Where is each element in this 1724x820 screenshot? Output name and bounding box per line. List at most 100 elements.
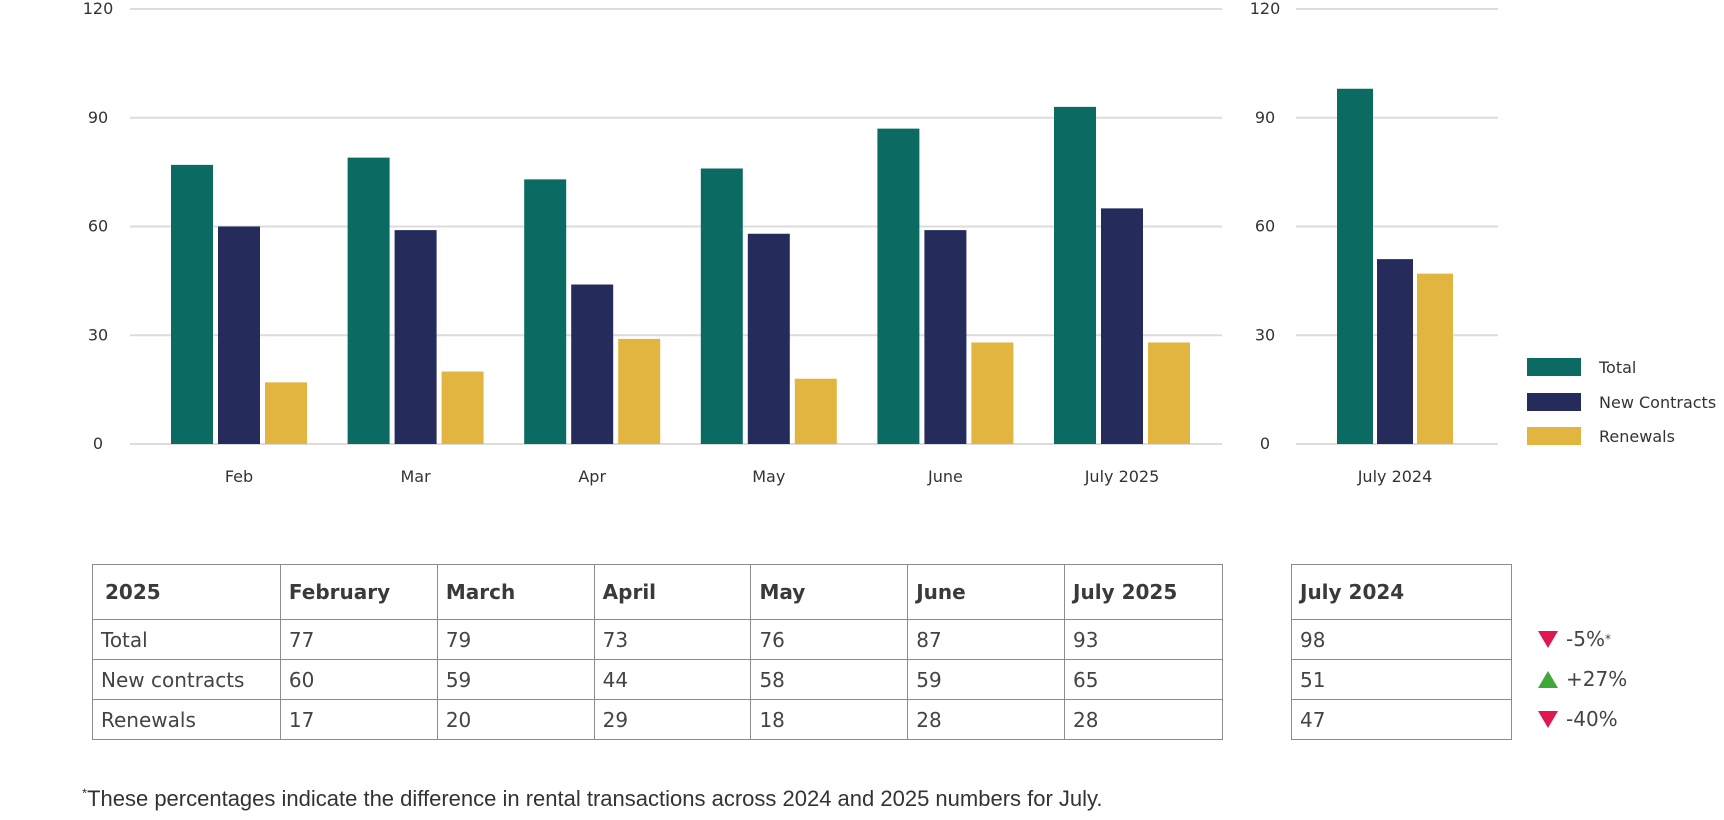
down-arrow-icon [1538, 710, 1558, 728]
legend-swatch [1527, 427, 1581, 445]
table-row: 47 [1291, 699, 1512, 740]
table-cell: 59 [907, 659, 1066, 700]
y-tick-label: 120 [1250, 0, 1281, 18]
bar-renewals [794, 378, 837, 444]
table-cell: 47 [1291, 699, 1512, 740]
change-item: -40% [1538, 699, 1708, 739]
x-tick-label: June [927, 467, 963, 486]
x-tick-label: Apr [578, 467, 606, 486]
row-label: New contracts [92, 659, 281, 700]
legend-label: New Contracts [1599, 393, 1716, 412]
bar-new-contracts [1101, 208, 1143, 444]
legend-swatch [1527, 393, 1581, 411]
up-arrow-icon [1538, 670, 1558, 688]
y-tick-label: 30 [88, 325, 108, 344]
bar-renewals [618, 338, 661, 444]
x-tick-label: May [752, 467, 785, 486]
table-row: Renewals 17 20 29 18 28 28 [92, 699, 1223, 740]
row-label: Renewals [92, 699, 281, 740]
bar-total [1054, 106, 1096, 444]
monthly-data-table: 2025 February March April May June July … [92, 564, 1223, 740]
chart-canvas: 0 30 60 90 120 Feb Mar Apr May June July 2025 0 30 60… [83, 0, 1716, 486]
table-header-cell: July 2025 [1064, 564, 1223, 620]
x-tick-label: Feb [225, 467, 253, 486]
bar-total [524, 179, 567, 444]
x-tick-label: July 2025 [1084, 467, 1160, 486]
y-tick-label: 60 [88, 217, 108, 236]
legend-swatch [1527, 358, 1581, 376]
table-header-cell: April [593, 564, 752, 620]
y-tick-label: 0 [93, 434, 103, 453]
table-cell: 93 [1064, 619, 1223, 660]
x-tick-label: July 2024 [1357, 467, 1433, 486]
table-header-row: July 2024 [1291, 564, 1512, 620]
bar-total [877, 128, 920, 444]
table-header-cell: July 2024 [1291, 564, 1512, 620]
table-row: 98 [1291, 619, 1512, 660]
y-tick-label: 0 [1260, 434, 1270, 453]
table-cell: 65 [1064, 659, 1223, 700]
bar-new-contracts [394, 230, 437, 444]
table-cell: 17 [279, 699, 438, 740]
change-indicators: -5% * +27% -40% [1538, 619, 1708, 739]
table-header-row: 2025 February March April May June July … [92, 564, 1223, 620]
bar-renewals [265, 382, 307, 444]
table-cell: 44 [593, 659, 752, 700]
y-tick-label: 60 [1255, 217, 1275, 236]
july-2024-table: July 2024 98 51 47 [1291, 564, 1512, 740]
bar-new-contracts [218, 226, 260, 444]
table-row: New contracts 60 59 44 58 59 65 [92, 659, 1223, 700]
change-value: -5% [1566, 627, 1605, 651]
bar-new-contracts [1377, 259, 1413, 444]
y-tick-label: 30 [1255, 325, 1275, 344]
table-cell: 73 [593, 619, 752, 660]
bar-total [700, 168, 743, 444]
legend-label: Renewals [1599, 427, 1675, 446]
bar-new-contracts [924, 230, 967, 444]
bar-total [347, 157, 390, 444]
bar-renewals [971, 342, 1014, 444]
change-item: +27% [1538, 659, 1708, 699]
table-cell: 18 [750, 699, 909, 740]
footnote: *These percentages indicate the differen… [82, 786, 1103, 812]
bar-total [1337, 88, 1373, 444]
down-arrow-icon [1538, 630, 1558, 648]
table-cell: 28 [1064, 699, 1223, 740]
table-row: Total 77 79 73 76 87 93 [92, 619, 1223, 660]
y-tick-label: 90 [88, 108, 108, 127]
table-header-cell: February [279, 564, 438, 620]
bar-renewals [1148, 342, 1190, 444]
bar-new-contracts [571, 284, 614, 444]
x-tick-label: Mar [401, 467, 432, 486]
change-value: -40% [1566, 707, 1618, 731]
table-header-cell: June [907, 564, 1066, 620]
y-tick-label: 90 [1255, 108, 1275, 127]
table-header-cell: 2025 [92, 564, 281, 620]
footnote-text: These percentages indicate the differenc… [87, 786, 1103, 811]
table-header-cell: May [750, 564, 909, 620]
bar-renewals [1417, 273, 1453, 444]
table-cell: 77 [279, 619, 438, 660]
table-cell: 20 [436, 699, 595, 740]
table-header-cell: March [436, 564, 595, 620]
table-cell: 51 [1291, 659, 1512, 700]
footnote-mark: * [82, 785, 88, 801]
bar-total [171, 164, 213, 444]
table-row: 51 [1291, 659, 1512, 700]
table-cell: 79 [436, 619, 595, 660]
row-label: Total [92, 619, 281, 660]
y-tick-label: 120 [83, 0, 114, 18]
table-cell: 59 [436, 659, 595, 700]
bar-renewals [441, 371, 484, 444]
table-cell: 60 [279, 659, 438, 700]
table-cell: 98 [1291, 619, 1512, 660]
change-value: +27% [1566, 667, 1628, 691]
table-cell: 58 [750, 659, 909, 700]
table-cell: 76 [750, 619, 909, 660]
table-cell: 29 [593, 699, 752, 740]
legend-label: Total [1598, 358, 1636, 377]
table-cell: 28 [907, 699, 1066, 740]
table-cell: 87 [907, 619, 1066, 660]
bar-new-contracts [747, 233, 790, 444]
change-item: -5% * [1538, 619, 1708, 659]
